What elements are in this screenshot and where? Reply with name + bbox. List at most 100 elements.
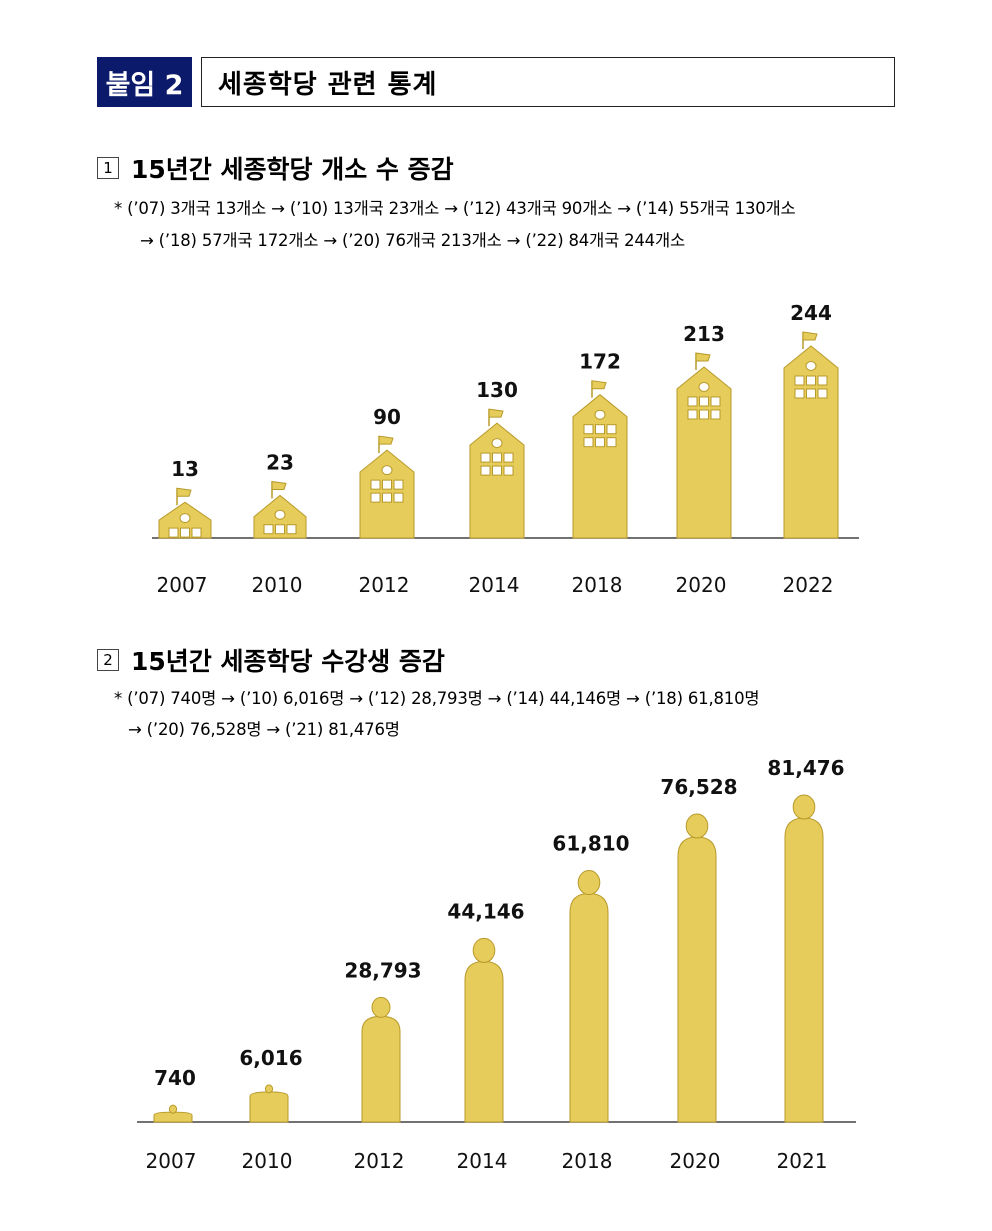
window [180, 527, 190, 538]
person-bar-2020 [677, 813, 717, 1123]
section2-note-line1: * (’07) 740명 → (’10) 6,016명 → (’12) 28,7… [114, 689, 760, 708]
year-label-2010: 2010 [252, 573, 303, 597]
value-label-2020: 213 [683, 322, 725, 346]
value-label-2007: 740 [154, 1066, 196, 1090]
year-label-2020: 2020 [670, 1149, 721, 1173]
building-bar-2014 [469, 408, 525, 539]
round-window [594, 409, 606, 420]
building-body [469, 422, 525, 539]
person-icon [685, 813, 709, 839]
person-icon [577, 870, 601, 896]
window [393, 479, 404, 490]
window [492, 465, 502, 476]
round-window [698, 381, 710, 392]
window [393, 492, 404, 503]
building-body [676, 366, 732, 539]
section1-number: 1 [97, 157, 119, 179]
year-label-2014: 2014 [469, 573, 520, 597]
window [595, 424, 605, 435]
window [699, 409, 709, 420]
value-label-2012: 90 [373, 405, 401, 429]
section2-heading: 2 15년간 세종학당 수강생 증감 [97, 642, 445, 678]
building-bar-2012 [359, 435, 415, 539]
value-label-2012: 28,793 [344, 958, 421, 982]
window [817, 375, 828, 386]
value-label-2018: 61,810 [552, 832, 629, 856]
value-label-2021: 81,476 [767, 756, 844, 780]
person-body [464, 960, 504, 1123]
window [480, 465, 491, 476]
building-bar-2020 [676, 352, 732, 539]
flag-icon [378, 435, 394, 445]
window [583, 437, 594, 448]
person-bar-2021 [784, 794, 824, 1123]
round-window [805, 361, 817, 371]
branch-count-chart: 13 2007 23 2010 90 2012 130 2014 172 2018 213 2020 2… [152, 301, 859, 597]
year-label-2020: 2020 [676, 573, 727, 597]
person-bar-2014 [464, 937, 504, 1123]
window [806, 375, 816, 386]
window [699, 396, 709, 407]
window [480, 452, 491, 463]
year-label-2021: 2021 [777, 1149, 828, 1173]
window [710, 396, 721, 407]
value-label-2010: 6,016 [239, 1046, 302, 1070]
person-bar-2012 [361, 996, 401, 1123]
window [382, 479, 392, 490]
window [370, 492, 381, 503]
round-window [274, 509, 286, 520]
window [687, 396, 698, 407]
window [606, 437, 617, 448]
person-icon [168, 1104, 178, 1114]
page-title: 세종학당 관련 통계 [201, 57, 895, 107]
section2-title: 15년간 세종학당 수강생 증감 [131, 647, 445, 676]
year-label-2007: 2007 [157, 573, 208, 597]
window [817, 388, 828, 399]
person-icon [264, 1084, 274, 1094]
value-label-2022: 244 [790, 301, 832, 325]
section1-note-line2: → (’18) 57개국 172개소 → (’20) 76개국 213개소 → … [140, 231, 685, 250]
window [503, 465, 514, 476]
window [606, 424, 617, 435]
value-label-2020: 76,528 [660, 775, 737, 799]
window [191, 527, 202, 538]
value-label-2010: 23 [266, 450, 294, 474]
person-body [569, 893, 609, 1123]
window [794, 388, 805, 399]
window [687, 409, 698, 420]
attachment-badge: 붙임 2 [97, 57, 192, 107]
person-bar-2007 [153, 1104, 193, 1123]
window [286, 524, 297, 535]
window [168, 527, 179, 538]
window [370, 479, 381, 490]
year-label-2010: 2010 [242, 1149, 293, 1173]
building-bar-2007 [158, 487, 212, 539]
person-body [677, 836, 717, 1123]
person-icon [472, 937, 496, 963]
building-bar-2010 [253, 480, 307, 539]
section2-note-line2: → (’20) 76,528명 → (’21) 81,476명 [128, 720, 400, 739]
section1-heading: 1 15년간 세종학당 개소 수 증감 [97, 150, 454, 186]
window [503, 452, 514, 463]
window [806, 388, 816, 399]
flag-icon [695, 352, 711, 362]
year-label-2014: 2014 [457, 1149, 508, 1173]
person-icon [371, 996, 391, 1018]
round-window [179, 513, 191, 524]
building-body [783, 345, 839, 539]
student-count-chart: 740 2007 6,016 2010 28,793 2012 44,146 2014 61,8… [137, 756, 856, 1173]
year-label-2012: 2012 [359, 573, 410, 597]
window [382, 492, 392, 503]
flag-icon [802, 331, 818, 341]
value-label-2007: 13 [171, 457, 199, 481]
value-label-2014: 44,146 [447, 899, 524, 923]
building-bar-2018 [572, 380, 628, 539]
person-body [249, 1091, 289, 1123]
year-label-2007: 2007 [146, 1149, 197, 1173]
year-label-2022: 2022 [783, 573, 834, 597]
person-bar-2010 [249, 1084, 289, 1123]
window [492, 452, 502, 463]
window [794, 375, 805, 386]
window [583, 424, 594, 435]
section1-note-line1: * (’07) 3개국 13개소 → (’10) 13개국 23개소 → (’1… [114, 199, 796, 218]
